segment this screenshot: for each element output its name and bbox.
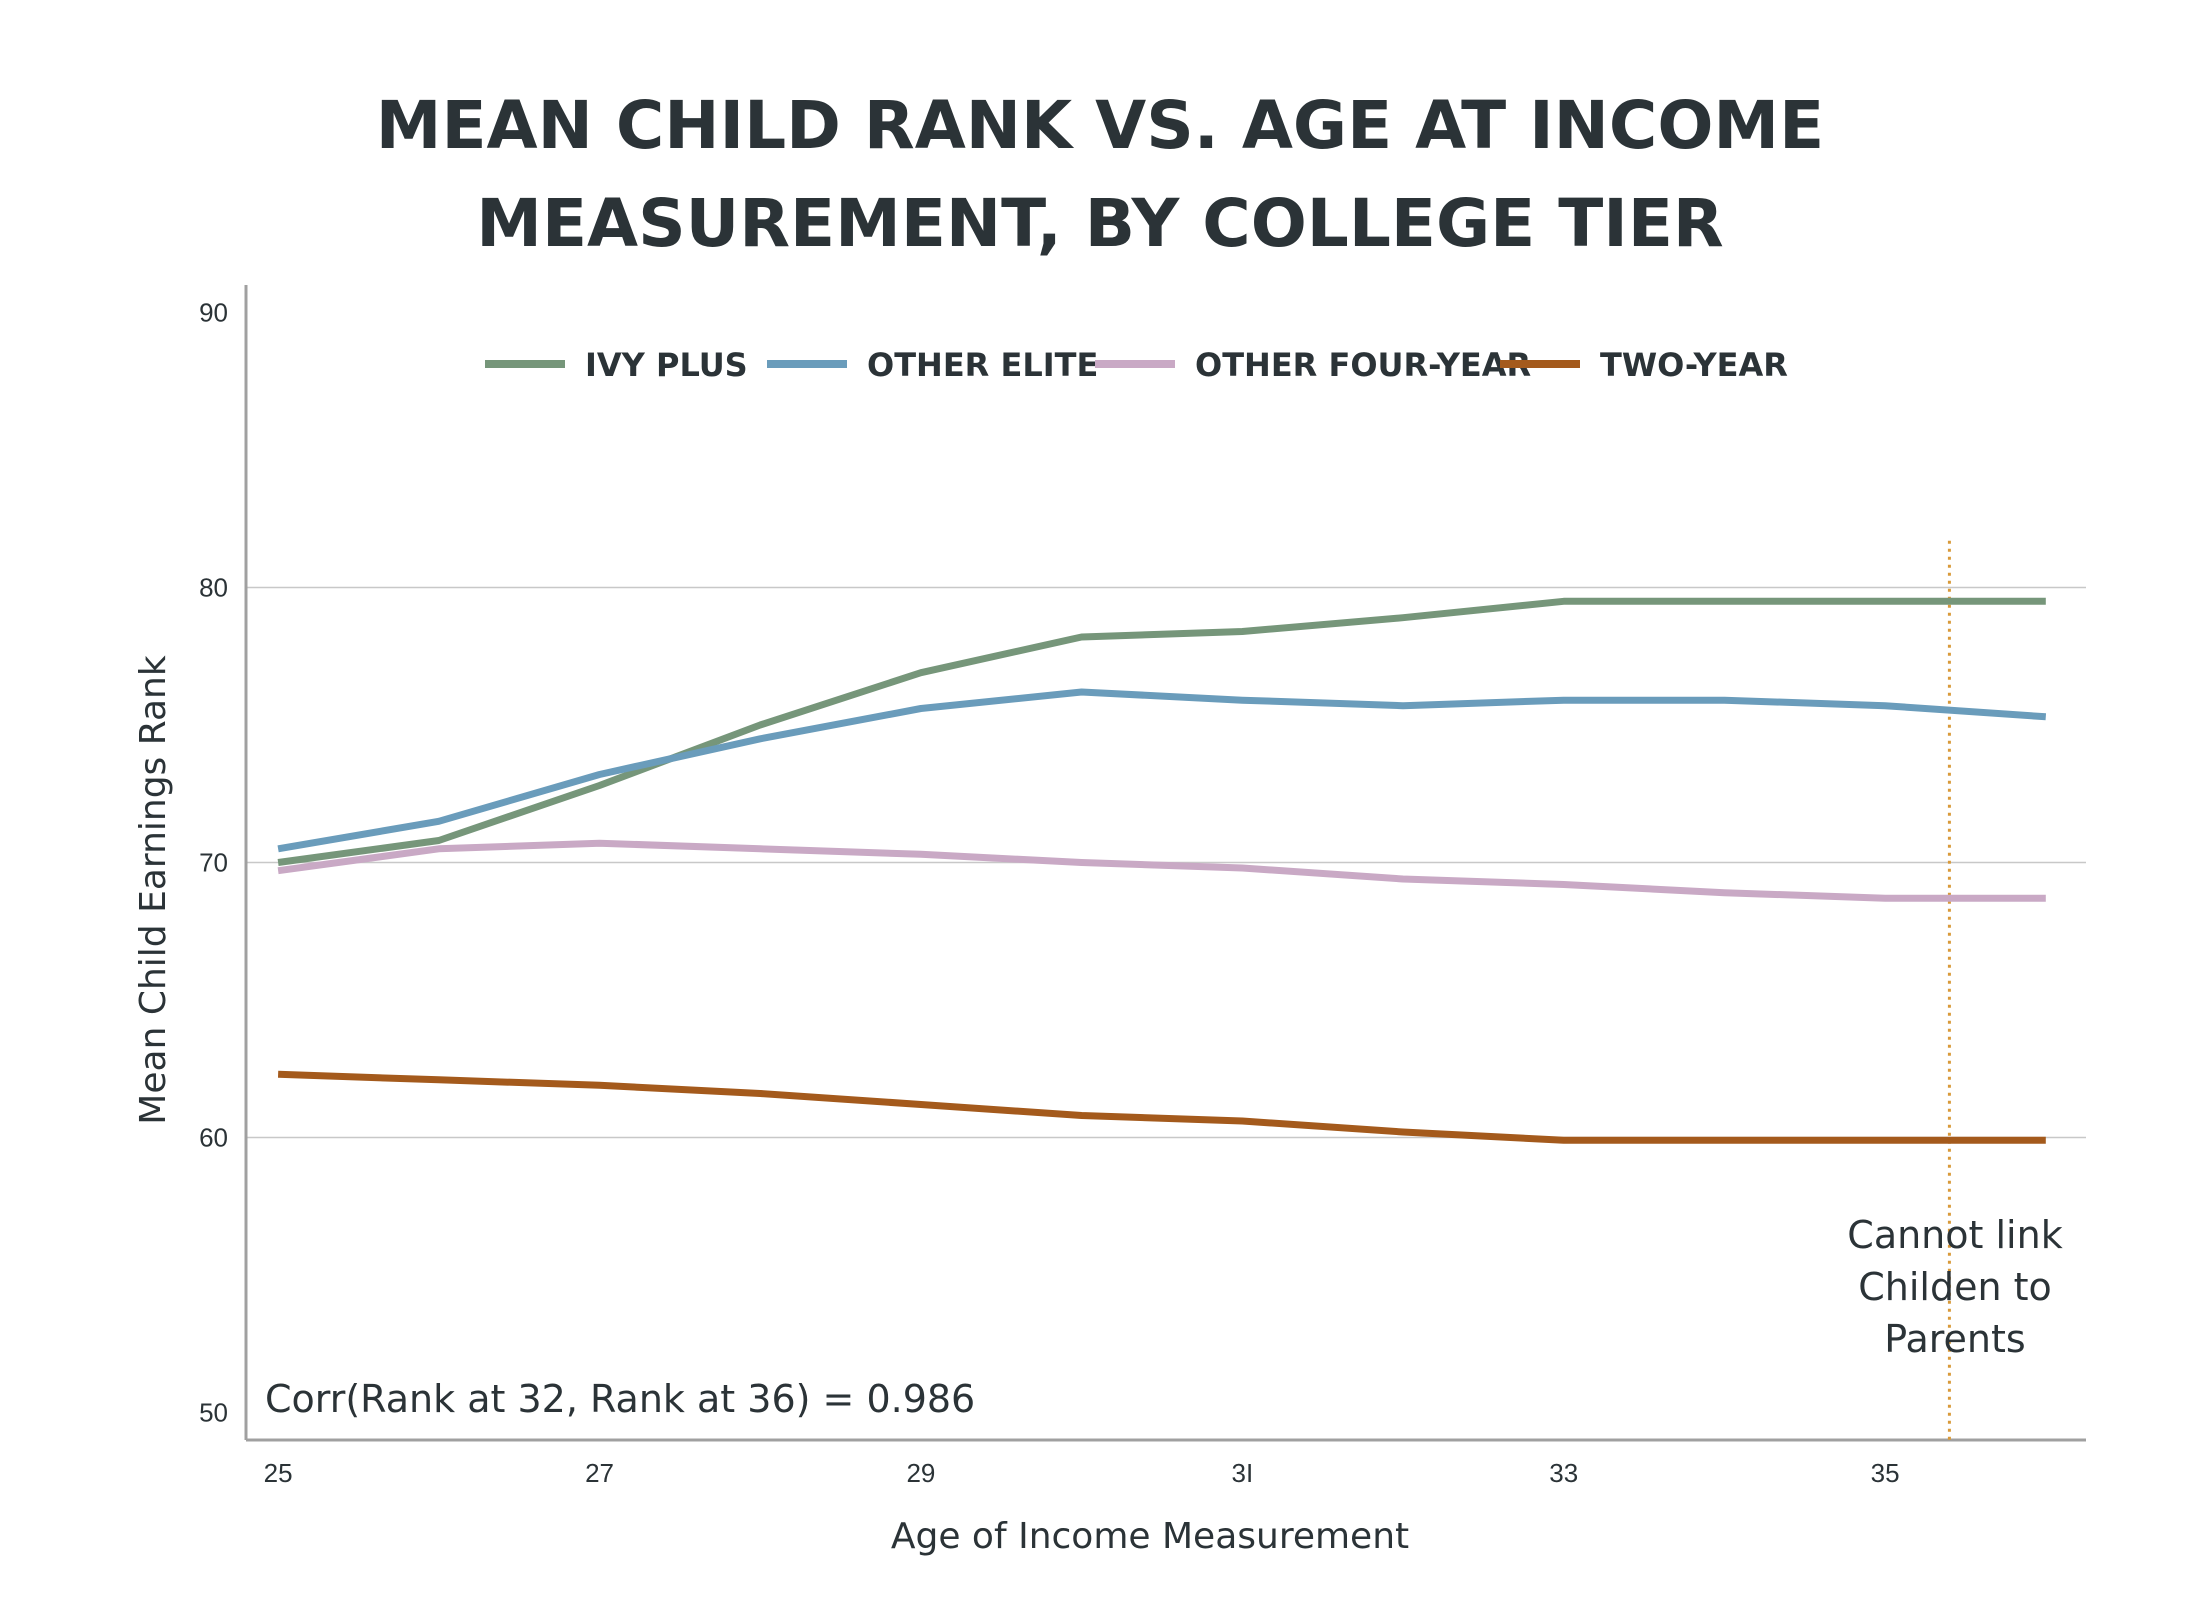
legend-item-ivy-plus: IVY PLUS (485, 346, 748, 384)
x-axis-ticks: 25 27 29 3I 33 35 (264, 1458, 1900, 1488)
chart-title-line-2: MEASUREMENT, BY COLLEGE TIER (476, 185, 1723, 262)
legend-label-two-year: TWO-YEAR (1600, 346, 1788, 384)
y-axis-label: Mean Child Earnings Rank (133, 655, 174, 1125)
y-tick-label-80: 80 (199, 573, 228, 603)
x-tick-label-29: 29 (906, 1458, 935, 1488)
cutoff-note-line-3: Parents (1884, 1317, 2025, 1361)
legend-label-ivy-plus: IVY PLUS (585, 346, 748, 384)
cutoff-note-line-2: Childen to (1858, 1265, 2052, 1309)
series-line-ivy-plus (277, 597, 2046, 866)
legend: IVY PLUS OTHER ELITE OTHER FOUR-YEAR TWO-YE… (485, 346, 1788, 384)
cutoff-note-line-1: Cannot link (1847, 1213, 2062, 1257)
y-tick-label-90: 90 (199, 298, 228, 328)
y-tick-label-50: 50 (199, 1398, 228, 1428)
axes (244, 285, 2086, 1442)
x-tick-label-33: 33 (1549, 1458, 1578, 1488)
chart-title-line-1: MEAN CHILD RANK VS. AGE AT INCOME (376, 87, 1824, 164)
series-line-other-four-year (277, 839, 2046, 902)
series-line-two-year (277, 1070, 2046, 1144)
x-tick-label-31: 3I (1231, 1458, 1253, 1488)
y-axis-ticks: 50 60 70 80 90 (199, 298, 228, 1428)
correlation-annotation: Corr(Rank at 32, Rank at 36) = 0.986 (265, 1377, 975, 1421)
legend-label-other-elite: OTHER ELITE (867, 346, 1098, 384)
series-lines (277, 597, 2047, 1144)
chart-title: MEAN CHILD RANK VS. AGE AT INCOME MEASUR… (376, 87, 1824, 262)
cutoff-note: Cannot link Childen to Parents (1847, 1213, 2062, 1361)
x-tick-label-25: 25 (264, 1458, 293, 1488)
legend-label-other-four-year: OTHER FOUR-YEAR (1195, 346, 1531, 384)
y-tick-label-60: 60 (199, 1123, 228, 1153)
x-tick-label-35: 35 (1871, 1458, 1900, 1488)
y-tick-label-70: 70 (199, 848, 228, 878)
x-tick-label-27: 27 (585, 1458, 614, 1488)
legend-item-other-four-year: OTHER FOUR-YEAR (1095, 346, 1531, 384)
series-line-other-elite (277, 688, 2047, 853)
legend-item-two-year: TWO-YEAR (1500, 346, 1788, 384)
legend-item-other-elite: OTHER ELITE (767, 346, 1098, 384)
x-axis-label: Age of Income Measurement (891, 1516, 1409, 1557)
